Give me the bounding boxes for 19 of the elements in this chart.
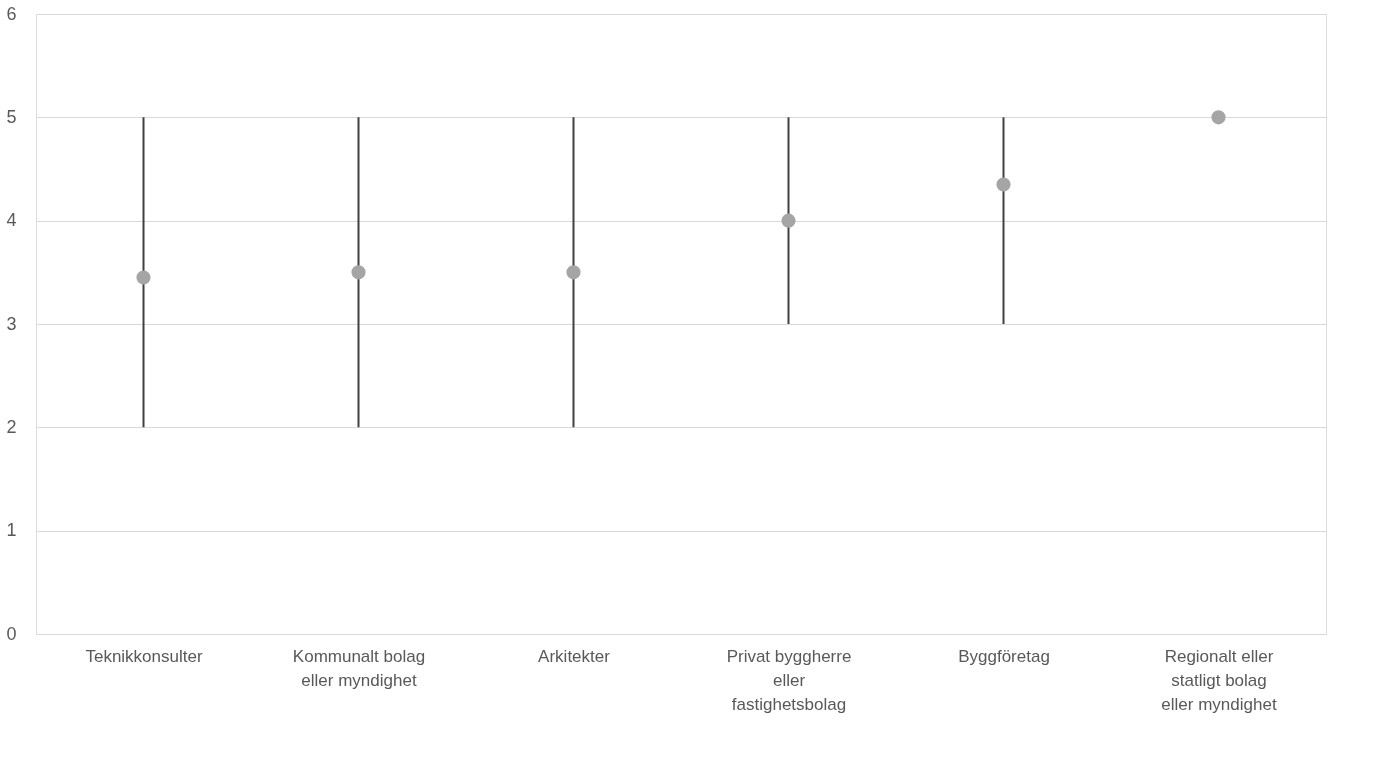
x-tick-label: Privat byggherre eller fastighetsbolag <box>726 646 852 714</box>
y-tick-label: 1 <box>6 520 17 541</box>
y-tick-label: 6 <box>6 3 17 24</box>
y-tick-label: 5 <box>6 106 17 127</box>
point <box>996 177 1011 192</box>
x-tick-label: Teknikkonsulter <box>85 646 203 666</box>
point <box>1211 110 1226 125</box>
point <box>566 265 581 280</box>
y-tick-label: 4 <box>6 210 17 231</box>
y-tick-label: 2 <box>6 416 17 437</box>
point <box>781 213 796 228</box>
y-tick-label: 3 <box>6 313 17 334</box>
point <box>136 270 151 285</box>
x-tick-label: Regionalt eller statligt bolag eller myndighet <box>1161 646 1277 714</box>
y-tick-label: 0 <box>6 623 17 644</box>
x-tick-label: Kommunalt bolag eller myndighet <box>292 646 426 690</box>
point <box>351 265 366 280</box>
x-tick-label: Byggföretag <box>958 646 1050 666</box>
x-tick-label: Arkitekter <box>538 646 611 666</box>
